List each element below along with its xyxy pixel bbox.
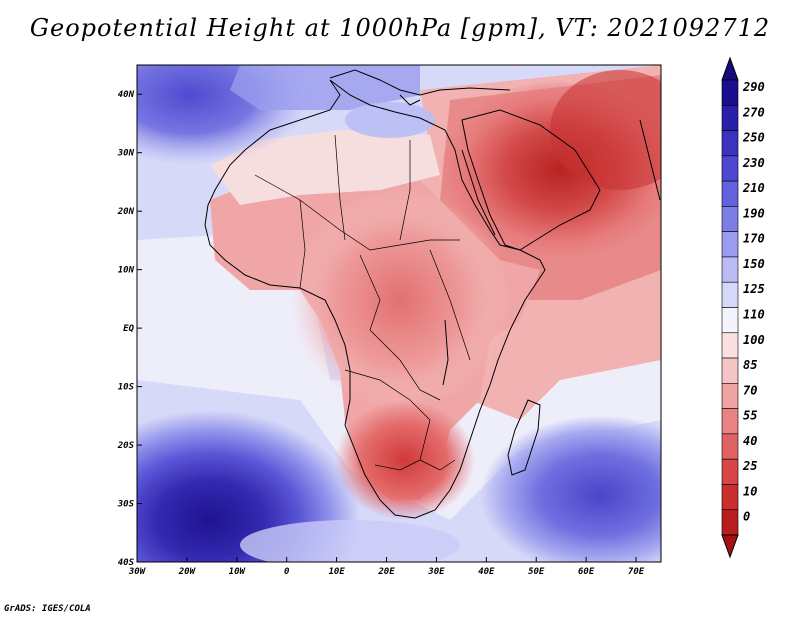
lon-tick-label: 50E — [528, 567, 545, 577]
colorbar-swatch — [721, 484, 739, 511]
colorbar-swatch — [721, 79, 739, 106]
colorbar-swatch — [721, 433, 739, 460]
lat-tick-label: 10N — [118, 266, 135, 276]
colorbar-label: 110 — [743, 308, 765, 322]
colorbar-swatch — [721, 458, 739, 485]
colorbar-swatch — [721, 104, 739, 131]
lat-tick-label: 40N — [118, 90, 135, 100]
colorbar-swatch — [721, 509, 739, 536]
colorbar-label: 190 — [743, 206, 765, 220]
colorbar-swatch — [721, 357, 739, 384]
lon-tick-label: 60E — [578, 567, 595, 577]
colorbar-label: 230 — [742, 156, 765, 170]
colorbar-swatch — [721, 281, 739, 308]
colorbar-swatch — [721, 383, 739, 409]
latitude-axis: 40N 30N 20N 10N EQ 10S 20S 30S 40S — [117, 90, 142, 568]
lat-tick-label: 30N — [117, 149, 135, 159]
grads-credit: GrADS: IGES/COLA — [4, 604, 91, 614]
colorbar-swatch — [721, 130, 739, 157]
colorbar-label: 170 — [743, 232, 765, 246]
colorbar-swatch — [721, 155, 739, 182]
colorbar-label: 0 — [743, 510, 750, 524]
lon-tick-label: 30E — [427, 567, 445, 577]
colorbar-label: 150 — [743, 257, 765, 271]
colorbar-label: 85 — [743, 358, 757, 372]
lon-tick-label: 0 — [284, 567, 290, 577]
lon-tick-label: 30W — [128, 567, 147, 577]
height-field-shading — [137, 65, 661, 562]
colorbar-swatch — [721, 307, 739, 334]
colorbar-label: 250 — [742, 131, 765, 145]
lon-tick-label: 70E — [628, 567, 645, 577]
colorbar-label: 25 — [742, 459, 757, 473]
colorbar-swatch — [721, 231, 739, 258]
lon-tick-label: 40E — [478, 567, 495, 577]
colorbar-swatch — [721, 180, 739, 207]
colorbar-swatch — [721, 332, 739, 359]
lat-tick-label: EQ — [123, 324, 134, 334]
colorbar-min-arrow — [721, 534, 739, 559]
lat-tick-label: 20S — [117, 441, 135, 451]
colorbar: 2902702502302101901701501251101008570554… — [721, 56, 765, 559]
colorbar-label: 210 — [742, 181, 765, 195]
colorbar-label: 290 — [742, 80, 765, 94]
lat-tick-label: 30S — [117, 500, 135, 510]
lat-tick-label: 20N — [117, 207, 135, 217]
colorbar-label: 70 — [743, 383, 757, 397]
colorbar-swatch — [721, 206, 739, 232]
colorbar-label: 100 — [743, 333, 765, 347]
colorbar-label: 270 — [742, 105, 765, 119]
lon-tick-label: 10E — [328, 567, 345, 577]
lat-tick-label: 10S — [118, 383, 135, 393]
lon-tick-label: 10W — [229, 567, 247, 577]
lon-tick-label: 20E — [377, 567, 395, 577]
lat-tick-label: 40S — [118, 558, 135, 568]
plot-frame — [136, 64, 662, 563]
colorbar-swatch — [721, 256, 739, 283]
map-title: Geopotential Height at 1000hPa [gpm], VT… — [29, 14, 771, 42]
coastlines — [204, 69, 661, 519]
colorbar-label: 125 — [743, 282, 765, 296]
colorbar-max-arrow — [721, 56, 739, 81]
longitude-axis: 30W 20W 10W 0 10E 20E 30E 40E 50E 60E 70E — [128, 557, 645, 577]
lon-tick-label: 20W — [178, 567, 197, 577]
colorbar-label: 10 — [743, 484, 757, 498]
colorbar-swatch — [721, 408, 739, 435]
colorbar-label: 40 — [743, 434, 757, 448]
colorbar-label: 55 — [743, 409, 757, 423]
